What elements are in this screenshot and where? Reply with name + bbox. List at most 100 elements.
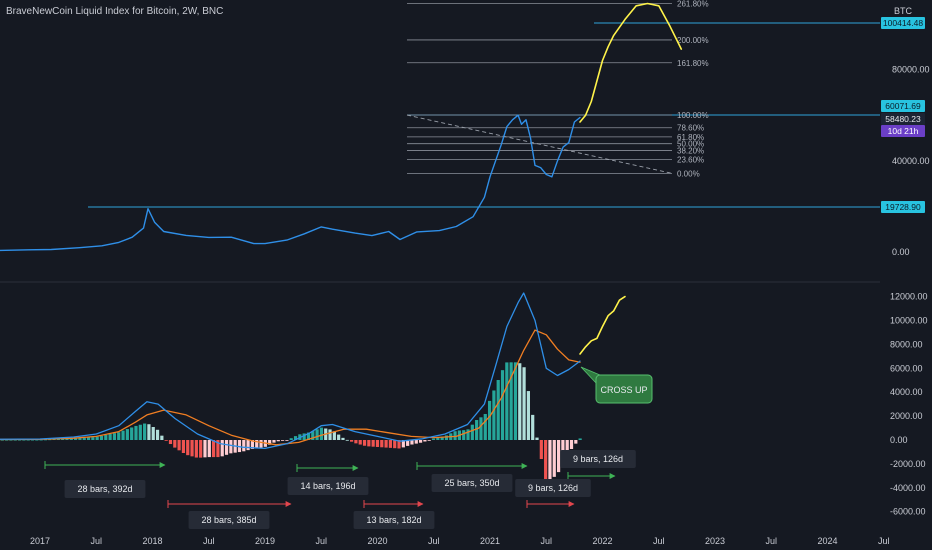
macd-panel: 12000.00 10000.00 8000.00 6000.00 4000.00 200… (0, 292, 928, 529)
price-projection-line (579, 2, 683, 123)
price-tag-100414: 100414.48 (883, 18, 923, 28)
price-y-tick-label: 0.00 (892, 247, 910, 257)
histogram-bar (104, 434, 108, 440)
histogram-bar (61, 438, 65, 440)
price-panel: 80000.00 40000.00 0.00 261.80% 200.00% 161.80… (0, 0, 930, 257)
histogram-bar (86, 437, 91, 440)
fib-level-label: 261.80% (677, 0, 709, 8)
histogram-bar (207, 440, 211, 458)
histogram-bar (319, 427, 324, 440)
macd-y-tick-label: 10000.00 (890, 316, 928, 326)
histogram-bar (380, 440, 384, 448)
histogram-bar (26, 439, 30, 441)
fib-level-label: 0.00% (677, 169, 700, 178)
histogram-bar (125, 429, 129, 440)
histogram-bar (487, 400, 492, 440)
histogram-bar (276, 440, 280, 442)
price-tag-58480-bg (881, 113, 925, 126)
histogram-bar (255, 440, 259, 449)
histogram-bar (134, 425, 138, 440)
histogram-bar (500, 370, 505, 440)
price-y-tick-label: 80000.00 (892, 65, 930, 75)
fib-level-label: 100.00% (677, 111, 709, 120)
histogram-bar (13, 439, 17, 441)
x-tick-label: 2022 (592, 536, 612, 546)
histogram-bar (410, 440, 414, 445)
histogram-bar (375, 440, 380, 447)
histogram-bar (280, 440, 285, 441)
histogram-bar (268, 440, 272, 445)
histogram-bar (423, 440, 427, 442)
histogram-bar (112, 433, 117, 440)
bar-count-label-5: 25 bars, 350d (444, 478, 499, 488)
histogram-bar (194, 440, 198, 458)
histogram-bar (91, 437, 95, 440)
histogram-bar (229, 440, 233, 454)
x-tick-label: 2020 (367, 536, 387, 546)
x-tick-label: Jul (315, 536, 327, 546)
histogram-bar (199, 440, 203, 458)
histogram-bar (311, 431, 315, 440)
histogram-bar (43, 439, 48, 441)
histogram-bar (354, 440, 358, 444)
x-tick-label: Jul (878, 536, 890, 546)
histogram-bar (496, 379, 500, 440)
histogram-bar (130, 427, 134, 440)
macd-y-tick-label: 6000.00 (890, 363, 923, 373)
chart-title: BraveNewCoin Liquid Index for Bitcoin, 2… (6, 6, 224, 17)
macd-y-tick-label: 0.00 (890, 435, 908, 445)
histogram-bar (147, 424, 151, 440)
histogram-bar (367, 440, 371, 447)
bar-count-label-4: 13 bars, 182d (366, 515, 421, 525)
histogram-bar (39, 439, 43, 441)
price-tag-countdown: 10d 21h (888, 126, 919, 136)
macd-y-tick-label: 8000.00 (890, 339, 923, 349)
histogram-bar (492, 390, 496, 440)
x-tick-label: Jul (765, 536, 777, 546)
callout-box (595, 374, 653, 404)
histogram-bar (17, 439, 22, 441)
histogram-bar (479, 417, 483, 440)
histogram-bar (216, 440, 220, 458)
fib-level-label: 50.00% (677, 140, 704, 149)
histogram-bar (78, 438, 82, 440)
histogram-bar (578, 438, 582, 440)
histogram-bar (117, 432, 121, 440)
macd-y-tick-label: 2000.00 (890, 411, 923, 421)
bar-count-label-6-bg (560, 450, 636, 468)
histogram-bar (574, 440, 578, 444)
price-y-tick-label: 40000.00 (892, 156, 930, 166)
histogram-bar (371, 440, 375, 447)
price-tag-60071: 60071.69 (885, 101, 921, 111)
histogram-bar (470, 424, 474, 440)
histogram-bar (358, 440, 362, 445)
histogram-bar (168, 440, 173, 445)
histogram-bar (393, 440, 397, 449)
bar-count-label-3-bg (287, 477, 369, 495)
price-tag-60071-bg (881, 100, 925, 113)
macd-projection-line (579, 295, 626, 355)
macd-y-tick-label: 12000.00 (890, 292, 928, 302)
fib-level-label: 161.80% (677, 59, 709, 68)
histogram-bar (453, 431, 457, 440)
bar-count-label-1: 28 bars, 392d (77, 484, 132, 494)
histogram-bar (99, 435, 104, 440)
histogram-bar (565, 440, 569, 456)
x-tick-label: Jul (540, 536, 552, 546)
macd-y-tick-label: -2000.00 (890, 459, 926, 469)
bar-count-label-7-bg (515, 479, 591, 497)
histogram-bar (414, 440, 418, 444)
histogram-bar (306, 432, 311, 440)
trend-line-dashed (406, 114, 673, 174)
histogram-bar (143, 423, 147, 440)
histogram-bar (242, 440, 246, 452)
histogram-bar (151, 427, 155, 440)
histogram-bar (556, 440, 561, 473)
bar-count-label-4-bg (353, 511, 435, 529)
histogram-bar (544, 440, 548, 481)
price-tag-countdown-bg (881, 125, 925, 138)
histogram-bar (82, 437, 86, 440)
cross-up-callout: CROSS UP (580, 366, 653, 404)
bar-count-label-3: 14 bars, 196d (300, 481, 355, 491)
